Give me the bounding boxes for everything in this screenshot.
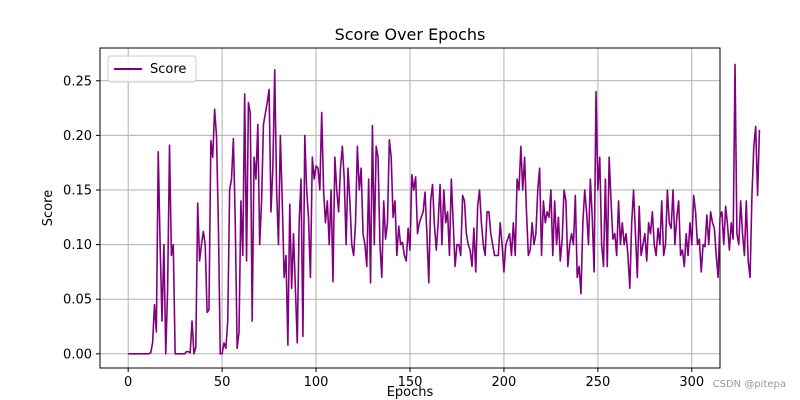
series-layer: [128, 63, 761, 355]
x-tick-label: 150: [398, 375, 423, 390]
legend-label-score: Score: [150, 62, 186, 77]
x-tick-label: 100: [304, 375, 329, 390]
x-tick-label: 250: [585, 375, 610, 390]
y-tick-label: 0.10: [63, 238, 92, 253]
y-axis-label: Score: [41, 190, 56, 226]
x-tick-label: 300: [679, 375, 704, 390]
legend-box: [107, 55, 197, 83]
y-tick-label: 0.20: [63, 129, 92, 144]
series-line-score: [128, 63, 761, 355]
y-tick-label: 0.00: [63, 347, 92, 362]
y-tick-label: 0.15: [63, 183, 92, 198]
y-tick-label: 0.25: [63, 74, 92, 89]
axis-ticks: 0 50 100 150 200 250 300 0.00 0.05 0.10 0.15 0.20 0.…: [63, 74, 704, 390]
watermark-text: CSDN @pitepa: [712, 379, 786, 390]
legend: Score: [107, 55, 197, 83]
x-axis-label: Epochs: [387, 385, 434, 400]
x-tick-label: 200: [492, 375, 517, 390]
x-tick-label: 50: [214, 375, 231, 390]
x-tick-label: 0: [124, 375, 132, 390]
chart-title: Score Over Epochs: [335, 25, 486, 44]
y-tick-label: 0.05: [63, 293, 92, 308]
